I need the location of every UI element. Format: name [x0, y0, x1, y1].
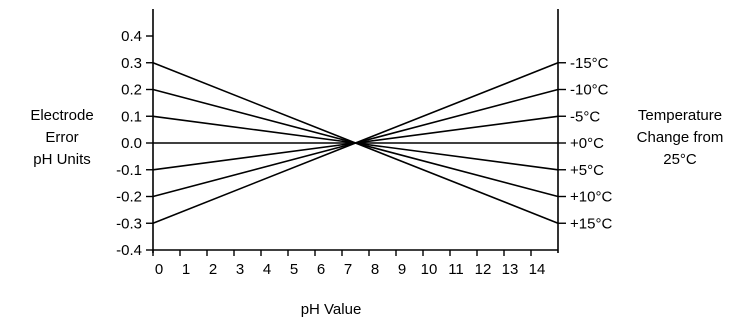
left-axis-label-line-2: Error	[45, 129, 78, 146]
y-tick-label: 0.4	[121, 28, 142, 45]
x-tick-label: 4	[263, 261, 271, 278]
x-tick-label: 10	[421, 261, 438, 278]
x-tick-label: 11	[448, 261, 464, 278]
right-axis-label-line-2: Change from	[637, 129, 724, 146]
x-tick-label: 0	[155, 261, 163, 278]
left-axis-label-line-3: pH Units	[33, 151, 91, 168]
left-axis-label-line-1: Electrode	[30, 107, 93, 124]
right-axis-label-line-3: 25°C	[663, 151, 697, 168]
chart-labels: Electrode Error pH Units Temperature Cha…	[30, 107, 723, 318]
x-tick-label: 9	[398, 261, 406, 278]
right-tick-label: +0°C	[570, 135, 604, 152]
right-tick-label: +5°C	[570, 162, 604, 179]
x-tick-label: 12	[475, 261, 492, 278]
right-tick-label: +15°C	[570, 215, 612, 232]
chart-series	[152, 62, 559, 224]
x-tick-label: 6	[317, 261, 325, 278]
y-tick-label: 0.2	[121, 82, 142, 99]
right-tick-label: -15°C	[570, 55, 609, 72]
x-axis-title: pH Value	[301, 301, 362, 318]
x-tick-label: 3	[236, 261, 244, 278]
right-tick-label: +10°C	[570, 189, 612, 206]
x-tick-label: 2	[209, 261, 217, 278]
y-tick-label: 0.0	[121, 135, 142, 152]
right-tick-label: -10°C	[570, 82, 609, 99]
series-line	[152, 62, 559, 224]
y-tick-label: 0.1	[121, 108, 142, 125]
y-tick-label: 0.3	[121, 55, 142, 72]
x-tick-label: 8	[371, 261, 379, 278]
x-tick-label: 7	[344, 261, 352, 278]
x-tick-label: 13	[502, 261, 519, 278]
x-tick-label: 5	[290, 261, 298, 278]
y-tick-label: -0.4	[116, 242, 142, 259]
y-tick-label: -0.1	[116, 162, 142, 179]
x-tick-label: 14	[529, 261, 546, 278]
y-tick-label: -0.2	[116, 189, 142, 206]
right-tick-label: -5°C	[570, 108, 600, 125]
x-tick-label: 1	[182, 261, 190, 278]
y-tick-label: -0.3	[116, 215, 142, 232]
chart-axes: 0.4 0.3 0.2 0.1 0.0 -0.1 -0.2 -0.3 -0.4 -15°C -10°…	[116, 9, 612, 278]
right-axis-label-line-1: Temperature	[638, 107, 722, 124]
